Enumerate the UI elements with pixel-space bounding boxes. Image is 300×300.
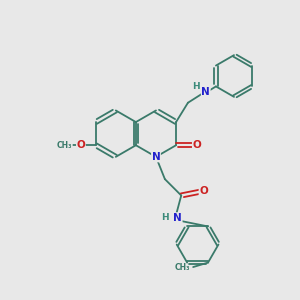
Text: CH₃: CH₃ xyxy=(57,141,72,150)
Text: H: H xyxy=(192,82,200,91)
Text: N: N xyxy=(201,87,210,97)
Text: N: N xyxy=(173,213,182,223)
Text: O: O xyxy=(199,186,208,196)
Text: CH₃: CH₃ xyxy=(175,262,190,272)
Text: N: N xyxy=(152,152,160,162)
Text: H: H xyxy=(161,213,169,222)
Text: O: O xyxy=(193,140,201,150)
Text: O: O xyxy=(76,140,85,150)
